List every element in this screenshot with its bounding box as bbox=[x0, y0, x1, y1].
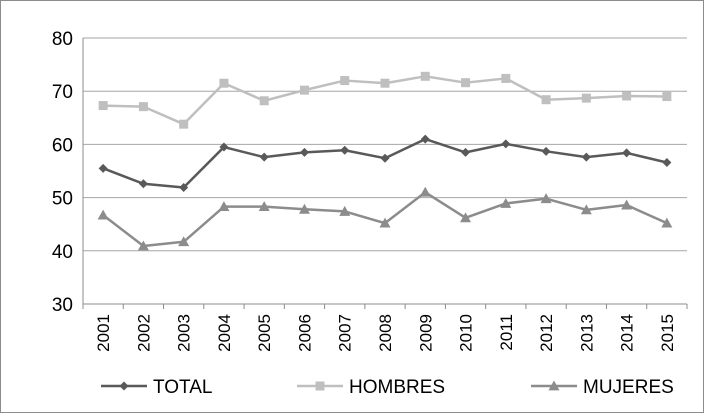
y-tick-label: 30 bbox=[52, 295, 73, 316]
data-point-mujeres bbox=[540, 193, 552, 204]
legend-item-total: TOTAL bbox=[101, 377, 212, 398]
data-point-hombres bbox=[179, 119, 189, 129]
data-point-mujeres bbox=[178, 236, 190, 247]
data-point-total bbox=[259, 152, 269, 162]
data-point-mujeres bbox=[661, 217, 673, 228]
x-tick-label: 2005 bbox=[255, 314, 274, 352]
y-tick-label: 50 bbox=[52, 189, 73, 210]
data-point-mujeres bbox=[500, 197, 512, 208]
series-lines bbox=[97, 71, 673, 251]
data-point-hombres bbox=[461, 78, 471, 88]
data-point-total bbox=[219, 142, 229, 152]
data-point-hombres bbox=[219, 78, 229, 88]
legend-label-total: TOTAL bbox=[153, 377, 212, 398]
y-tick-label: 60 bbox=[52, 135, 73, 156]
data-point-hombres bbox=[581, 93, 591, 103]
data-point-total bbox=[581, 152, 591, 162]
x-tick-label: 2002 bbox=[134, 314, 153, 352]
legend-item-mujeres: MUJERES bbox=[531, 377, 674, 398]
x-tick-label: 2004 bbox=[215, 314, 234, 352]
y-tick-label: 80 bbox=[52, 29, 73, 50]
data-point-total bbox=[420, 134, 430, 144]
data-point-mujeres bbox=[298, 203, 310, 214]
series-line-total bbox=[102, 137, 668, 189]
x-tick-label: 2006 bbox=[295, 314, 314, 352]
data-point-hombres bbox=[622, 91, 632, 101]
data-point-total bbox=[501, 139, 511, 149]
data-point-mujeres bbox=[218, 201, 230, 212]
data-point-total bbox=[299, 147, 309, 157]
x-tick-label: 2009 bbox=[416, 314, 435, 352]
data-point-hombres bbox=[501, 73, 511, 83]
data-point-hombres bbox=[299, 85, 309, 95]
x-tick-label: 2007 bbox=[336, 314, 355, 352]
data-point-mujeres bbox=[258, 201, 270, 212]
data-point-mujeres bbox=[97, 209, 109, 220]
data-point-hombres bbox=[420, 71, 430, 81]
x-tick-label: 2015 bbox=[658, 314, 677, 352]
data-point-mujeres bbox=[419, 186, 431, 197]
legend-label-hombres: HOMBRES bbox=[349, 377, 445, 398]
legend-marker-total bbox=[119, 381, 129, 391]
y-tick-label: 70 bbox=[52, 82, 73, 103]
data-point-mujeres bbox=[339, 205, 351, 216]
y-tick-label: 40 bbox=[52, 242, 73, 263]
data-point-mujeres bbox=[621, 199, 633, 210]
legend-item-hombres: HOMBRES bbox=[297, 377, 445, 398]
data-point-mujeres bbox=[580, 204, 592, 215]
data-point-total bbox=[138, 179, 148, 189]
x-tick-label: 2012 bbox=[537, 314, 556, 352]
series-hombres bbox=[98, 71, 672, 129]
data-point-total bbox=[179, 182, 189, 192]
legend-marker-mujeres bbox=[548, 380, 560, 391]
data-point-hombres bbox=[380, 78, 390, 88]
data-point-hombres bbox=[340, 76, 350, 86]
data-point-total bbox=[541, 146, 551, 156]
data-point-hombres bbox=[98, 101, 108, 111]
data-point-total bbox=[340, 145, 350, 155]
x-tick-label: 2014 bbox=[618, 314, 637, 352]
x-tick-label: 2001 bbox=[94, 314, 113, 352]
legend: TOTAL HOMBRES MUJERES bbox=[101, 377, 674, 398]
series-mujeres bbox=[97, 186, 673, 251]
legend-label-mujeres: MUJERES bbox=[583, 377, 674, 398]
data-point-hombres bbox=[259, 96, 269, 106]
x-tick-label: 2003 bbox=[175, 314, 194, 352]
x-tick-label: 2008 bbox=[376, 314, 395, 352]
data-point-total bbox=[662, 157, 672, 167]
data-point-hombres bbox=[138, 102, 148, 112]
data-point-hombres bbox=[541, 95, 551, 105]
data-point-mujeres bbox=[379, 217, 391, 228]
x-tick-label: 2011 bbox=[497, 314, 516, 351]
gridlines bbox=[83, 37, 687, 305]
data-point-hombres bbox=[662, 92, 672, 102]
data-point-total bbox=[622, 148, 632, 158]
data-point-mujeres bbox=[137, 240, 149, 251]
axes: 30 40 50 60 70 80 2001 2002 2003 2004 2005 2006 2007… bbox=[52, 29, 688, 352]
legend-marker-hombres bbox=[315, 381, 325, 391]
data-point-total bbox=[98, 163, 108, 173]
data-point-mujeres bbox=[460, 212, 472, 223]
series-total bbox=[98, 134, 672, 192]
x-tick-label: 2013 bbox=[577, 314, 596, 352]
x-tick-label: 2010 bbox=[457, 314, 476, 352]
data-point-total bbox=[380, 153, 390, 163]
data-point-total bbox=[461, 147, 471, 157]
